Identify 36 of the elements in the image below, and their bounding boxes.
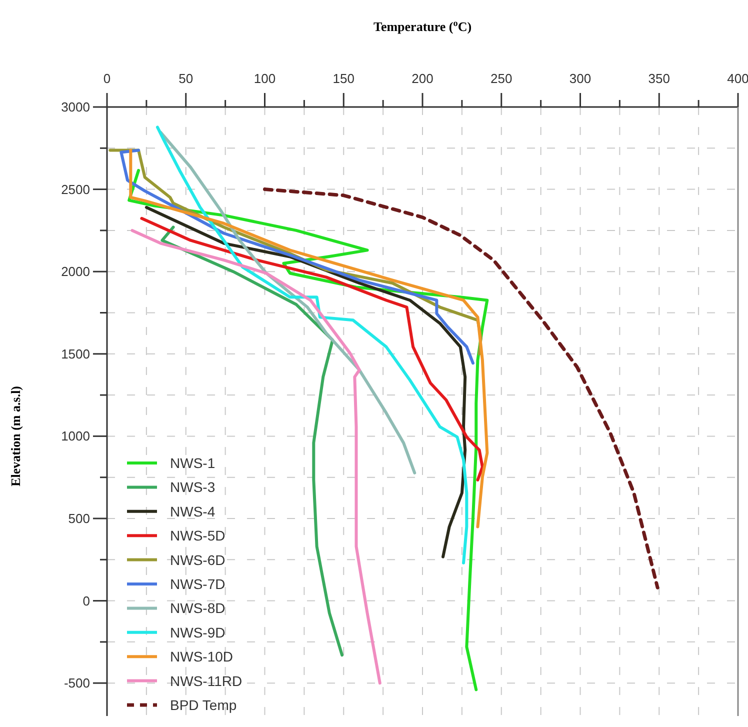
legend-label: BPD Temp [170,697,237,713]
y-tick-label: 1000 [61,428,90,444]
y-tick-label: 2500 [61,182,90,197]
line-series [156,126,468,564]
x-tick-label: 50 [178,71,194,86]
y-tick-label: -500 [64,676,90,691]
legend-label: NWS-10D [170,648,234,665]
y-tick-label: 1500 [61,346,90,362]
x-tick-label: 100 [254,71,276,86]
x-tick-label: 150 [332,71,354,86]
y-tick-label: 3000 [61,100,90,114]
x-tick-label: 200 [412,71,434,86]
legend-label: NWS-7D [170,576,226,592]
y-axis-title: Elevation (m a.s.l) [8,386,23,486]
x-axis-title: Temperature ($^{o}$C) [373,18,472,34]
legend-label: NWS-1 [170,455,216,471]
y-tick-label: 0 [82,593,90,608]
legend-label: NWS-3 [170,479,216,496]
legend-label: NWS-8D [170,600,226,616]
x-tick-label: 400 [727,71,748,86]
x-tick-label: 300 [569,71,592,86]
x-tick-label: 250 [490,71,512,86]
legend-label: NWS-4 [170,503,216,520]
x-tick-label: 350 [648,71,670,86]
line-series [130,228,382,685]
y-tick-label: 2000 [61,264,90,280]
line-series [159,130,416,474]
legend-label: NWS-9D [170,624,226,640]
line-series [140,216,484,482]
x-tick-label: 0 [103,71,111,86]
y-tick-label: 500 [68,510,90,526]
legend-label: NWS-6D [170,552,226,568]
line-series [129,148,489,528]
legend-label: NWS-11RD [170,672,242,689]
legend-label: NWS-5D [170,528,226,544]
line-series [263,188,660,590]
